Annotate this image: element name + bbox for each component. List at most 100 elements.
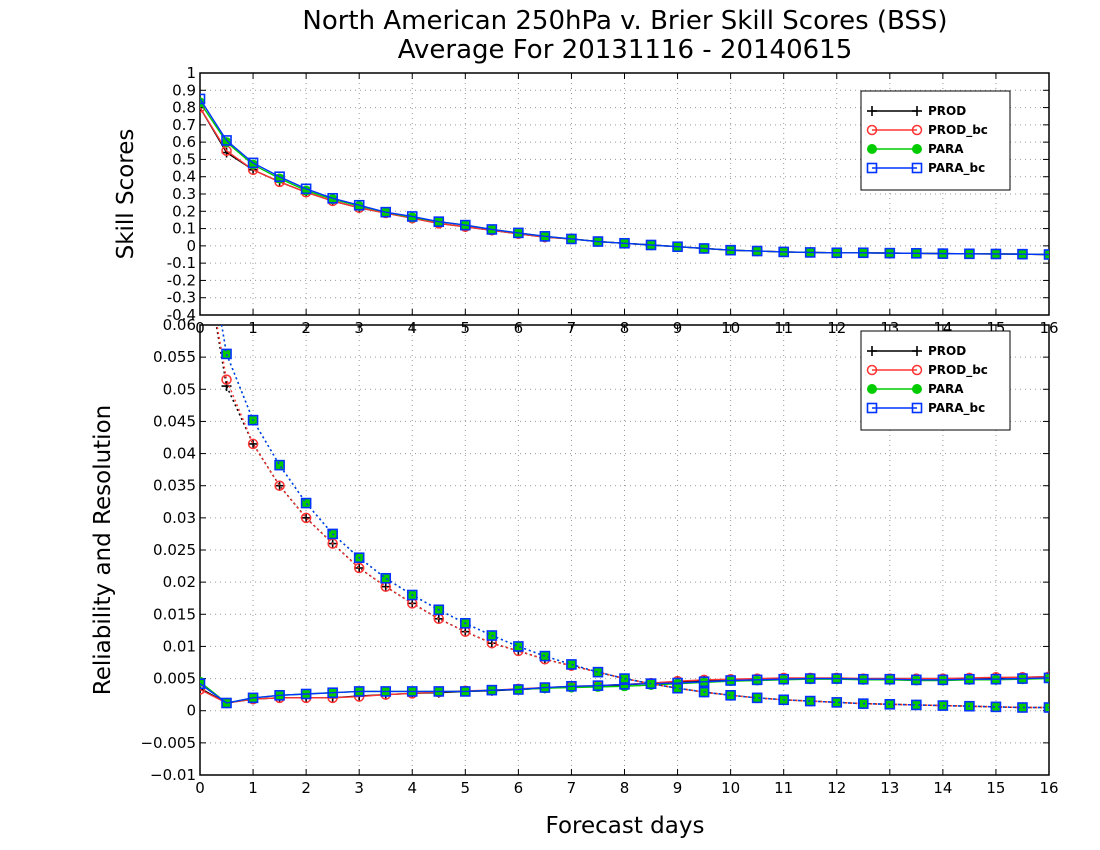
series-point-para-bc [380, 206, 392, 218]
legend-label: PARA [928, 142, 964, 156]
series-layer [200, 325, 1049, 713]
series-point-para-bc [247, 414, 259, 426]
y-tick-label: −0.005 [140, 734, 196, 752]
y-tick-label: -0.2 [167, 271, 196, 289]
series-point-para-bc [353, 686, 365, 697]
series-point-para-bc [857, 247, 869, 259]
y-tick-label: 0.2 [172, 202, 196, 220]
legend-box [860, 90, 1011, 191]
series-point-para-bc [725, 689, 736, 701]
y-tick-label: 0.03 [163, 509, 196, 527]
legend-marker [912, 106, 922, 116]
series-point-para [566, 659, 577, 670]
y-tick-label: -0.4 [167, 306, 196, 324]
series-point-para-bc [804, 247, 816, 258]
y-tick-label: 0.06 [163, 316, 196, 334]
series-point-para-bc [990, 248, 1002, 260]
series-point-para-bc [1043, 672, 1049, 684]
y-tick-label: 0.015 [153, 605, 196, 623]
series-point-para-bc [672, 241, 683, 253]
chart-title: North American 250hPa v. Brier Skill Sco… [302, 6, 947, 36]
series-point-para-bc [433, 604, 445, 616]
legend-label: PROD [928, 104, 966, 118]
series-point-para-bc [619, 673, 630, 684]
series-point-para-bc [274, 459, 285, 471]
legend-marker [867, 346, 877, 356]
legend-label: PARA [928, 382, 964, 396]
series-point-para-bc [964, 700, 975, 712]
series-point-para-bc [486, 630, 498, 641]
y-tick-label: 0.4 [172, 168, 196, 186]
series-point-para-bc [513, 227, 524, 239]
series-point-para-bc [831, 697, 843, 708]
series-point-para-bc [200, 93, 206, 105]
y-tick-label: 0.01 [163, 637, 196, 655]
x-tick-label: 0 [195, 779, 205, 797]
series-point-prod-bc [247, 438, 259, 450]
series-point-para-bc [831, 247, 843, 259]
legend-marker [866, 402, 878, 414]
y-tick-label: -0.1 [167, 254, 196, 272]
series-point-para-bc [857, 698, 869, 709]
series-layer [200, 93, 1049, 260]
series-point-para-bc [778, 673, 789, 685]
y-tick-label: 0 [186, 702, 196, 720]
series-point-para-bc [672, 682, 683, 694]
y-axis-title: Reliability and Resolution [90, 405, 116, 695]
legend-marker [866, 162, 878, 174]
series-line-para-bc [200, 98, 1049, 256]
y-tick-label: 0.005 [153, 670, 196, 688]
series-point-para-bc [884, 673, 896, 685]
legend-label: PROD_bc [928, 363, 988, 378]
y-tick-label: 0 [186, 237, 196, 255]
legend-label: PROD_bc [928, 123, 988, 138]
series-point-para-bc [964, 673, 975, 685]
y-tick-label: 0.3 [172, 185, 196, 203]
series-point-para-bc [619, 237, 630, 249]
series-point-para-bc [1017, 673, 1028, 684]
series-point-para-bc [221, 697, 232, 709]
series-point-para-bc [274, 689, 285, 701]
y-tick-label: 0.7 [172, 116, 196, 134]
y-tick-label: 0.1 [172, 220, 196, 238]
x-tick-label: 12 [827, 779, 846, 797]
series-point-para-bc [911, 247, 922, 259]
series-point-para-bc [327, 193, 338, 204]
y-tick-label: 0.035 [153, 477, 196, 495]
x-tick-label: 6 [514, 779, 524, 797]
series-point-para-bc [247, 157, 259, 169]
series-point-para-bc [200, 678, 206, 690]
legend-marker [912, 384, 922, 394]
series-point-para [301, 498, 312, 509]
plot-frame [199, 324, 1050, 776]
x-tick-label: 9 [673, 779, 683, 797]
series-point-para-bc [937, 700, 949, 711]
series-point-para-bc [831, 673, 843, 684]
series-point-para [274, 460, 285, 471]
series-point-para-bc [539, 682, 551, 693]
x-axis-title: Forecast days [546, 813, 705, 839]
series-point-para-bc [725, 675, 736, 686]
series-point-para-bc [566, 659, 577, 670]
series-point-para-bc [990, 701, 1002, 713]
series-point-para-bc [380, 686, 392, 697]
series-point-para-bc [725, 244, 736, 256]
series-point-para-bc [221, 348, 232, 360]
series-point-para-bc [300, 183, 312, 195]
series-point-para-bc [353, 552, 365, 564]
series-point-para-bc [513, 684, 524, 695]
legend-marker [911, 162, 923, 174]
x-tick-label: 3 [354, 779, 364, 797]
y-tick-label: 0.05 [163, 380, 196, 398]
series-point-para-bc [778, 694, 789, 706]
series-point-para-bc [937, 248, 949, 259]
series-point-para-bc [406, 589, 418, 601]
series-point-para-bc [1017, 702, 1028, 713]
series-point-para-bc [751, 674, 763, 686]
x-tick-label: 15 [986, 779, 1005, 797]
series-point-para-bc [698, 243, 710, 254]
x-tick-label: 1 [248, 779, 258, 797]
x-tick-label: 14 [933, 779, 952, 797]
series-point-para-bc [884, 247, 896, 259]
